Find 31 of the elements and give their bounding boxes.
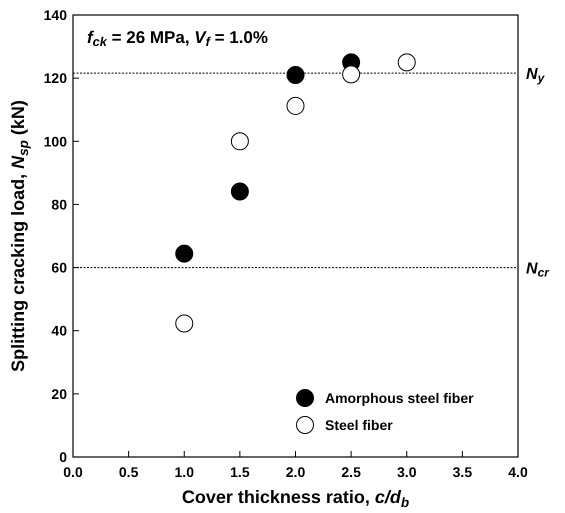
point — [342, 65, 360, 84]
legend-label: Steel fiber — [325, 417, 394, 433]
x-tick-label: 1.5 — [230, 464, 250, 480]
x-axis-title: Cover thickness ratio, c/d$_{b}$ — [182, 487, 410, 510]
annotation: f$_{ck}$ = 26 MPa, V$_{f}$ = 1.0% — [87, 28, 268, 50]
y-tick-label: 0 — [59, 449, 68, 465]
x-tick-label: 0.5 — [118, 464, 139, 480]
y-tick-label: 60 — [51, 260, 68, 276]
legend-label: Amorphous steel fiber — [325, 390, 474, 406]
x-tick-label: 4.0 — [508, 464, 528, 480]
x-tick-label: 3.5 — [452, 464, 472, 480]
y-tick-label: 20 — [51, 386, 68, 402]
x-tick-label: 1.0 — [174, 464, 194, 480]
point — [230, 182, 249, 200]
point — [230, 132, 249, 150]
y-tick-label: 140 — [44, 7, 68, 23]
ref-line-label: N$_{y}$ — [526, 66, 546, 86]
x-tick-label: 0.0 — [63, 464, 83, 480]
ref-line-label: N$_{cr}$ — [526, 260, 550, 280]
point — [175, 314, 194, 332]
y-tick-label: 40 — [51, 322, 68, 339]
point — [398, 53, 416, 72]
point — [286, 96, 304, 115]
x-tick-label: 3.0 — [397, 464, 417, 480]
point — [286, 66, 304, 84]
point — [175, 244, 194, 263]
x-tick-label: 2.0 — [286, 464, 306, 480]
y-tick-label: 80 — [51, 196, 68, 212]
y-tick-label: 100 — [44, 133, 68, 150]
y-tick-label: 120 — [44, 70, 68, 86]
x-tick-label: 2.5 — [341, 464, 362, 480]
